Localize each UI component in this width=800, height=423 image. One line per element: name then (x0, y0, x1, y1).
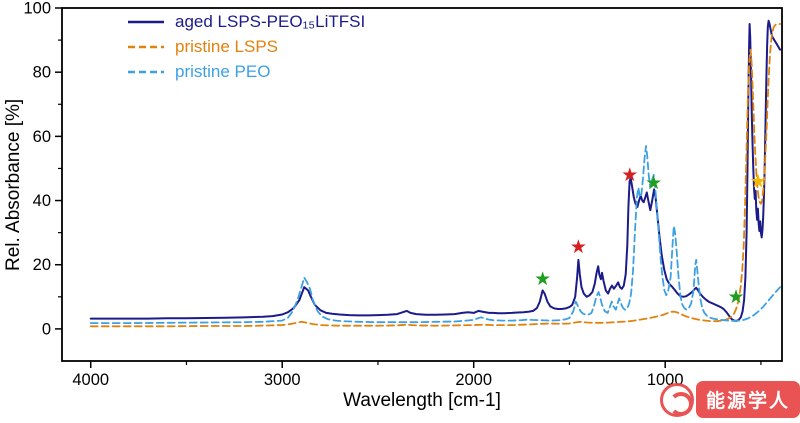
x-axis-title: Wavelength [cm-1] (343, 390, 501, 411)
y-tick-label: 100 (23, 0, 51, 18)
star-marker-2: ★ (621, 164, 638, 186)
y-tick-label: 60 (33, 128, 51, 146)
x-tick-label: 2000 (455, 371, 492, 389)
watermark-logo-icon (659, 382, 694, 417)
watermark: 能源学人 (659, 381, 800, 418)
star-marker-1: ★ (570, 236, 587, 258)
legend-line-sample-1 (128, 45, 164, 49)
legend: aged LSPS-PEO₁₅LiTFSI pristine LSPS pristi… (126, 12, 365, 82)
series-line-0 (89, 19, 782, 322)
legend-item-2: pristine PEO (126, 62, 365, 82)
y-tick-label: 0 (42, 320, 51, 338)
series-line-2 (89, 145, 781, 324)
star-marker-5: ★ (750, 170, 767, 192)
y-axis-title: Rel. Absorbance [%] (3, 98, 24, 271)
x-tick-label: 3000 (264, 371, 301, 389)
x-tick-label: 4000 (72, 371, 109, 389)
watermark-text: 能源学人 (705, 391, 790, 412)
star-marker-4: ★ (728, 286, 745, 308)
legend-label-0: aged LSPS-PEO₁₅LiTFSI (175, 12, 366, 31)
series-line-1 (89, 23, 781, 328)
y-tick-label: 40 (33, 192, 51, 210)
y-tick-label: 20 (33, 256, 51, 274)
y-tick-label: 80 (33, 64, 51, 82)
legend-label-1: pristine LSPS (175, 37, 278, 56)
legend-item-0: aged LSPS-PEO₁₅LiTFSI (126, 12, 365, 32)
star-marker-3: ★ (645, 172, 662, 194)
plot-frame (61, 7, 783, 362)
watermark-pill: 能源学人 (695, 381, 800, 418)
legend-line-sample-2 (128, 70, 164, 74)
legend-item-1: pristine LSPS (126, 37, 365, 57)
star-marker-0: ★ (534, 268, 551, 290)
legend-line-sample-0 (128, 20, 164, 24)
series-group (89, 19, 782, 328)
legend-label-2: pristine PEO (175, 62, 271, 81)
